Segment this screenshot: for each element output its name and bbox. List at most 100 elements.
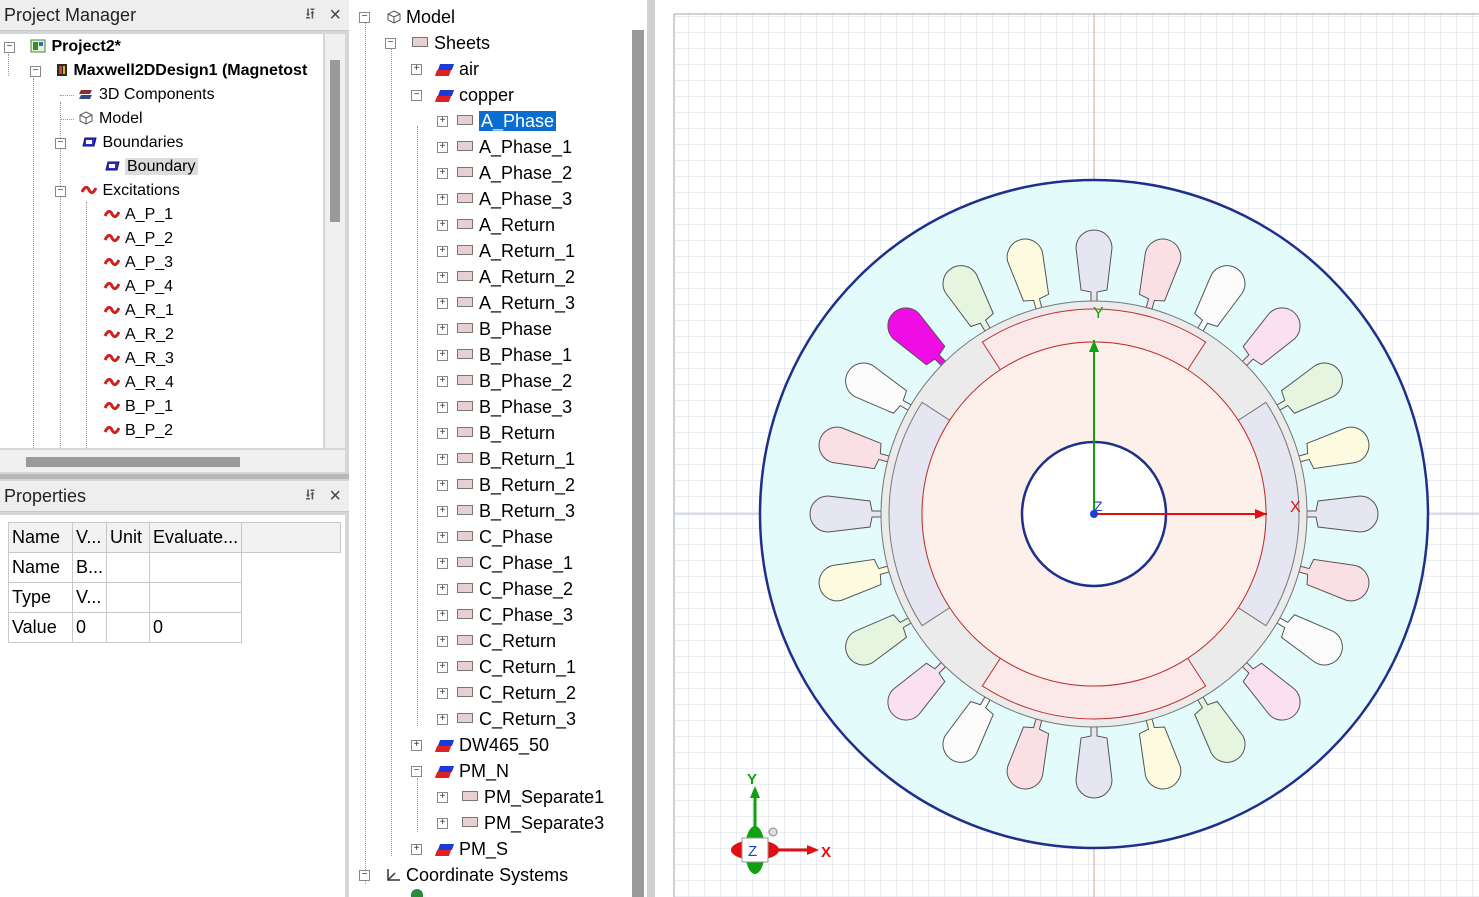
- table-cell[interactable]: [149, 552, 243, 583]
- project-tree-hscroll[interactable]: [0, 450, 345, 472]
- table-row[interactable]: Type V...: [8, 582, 341, 613]
- tree-pm-s[interactable]: + PM_S: [411, 837, 508, 861]
- tree-sheet-item[interactable]: + B_Phase_2: [437, 369, 572, 393]
- collapse-icon[interactable]: −: [55, 186, 66, 197]
- expand-icon[interactable]: +: [437, 454, 448, 465]
- tree-sheet-item[interactable]: + C_Phase_2: [437, 577, 573, 601]
- collapse-icon[interactable]: −: [4, 42, 15, 53]
- expand-icon[interactable]: +: [437, 350, 448, 361]
- stator-slot[interactable]: [1185, 689, 1252, 768]
- expand-icon[interactable]: +: [437, 480, 448, 491]
- close-icon[interactable]: ×: [329, 4, 341, 26]
- tree-sheet-item[interactable]: + A_Phase_2: [437, 161, 572, 185]
- tree-sheet-item[interactable]: + A_Phase_1: [437, 135, 572, 159]
- tree-sheet-item[interactable]: + B_Phase: [437, 317, 552, 341]
- tree-sheet-item[interactable]: + A_Return_1: [437, 239, 575, 263]
- stator-slot[interactable]: [809, 495, 882, 533]
- expand-icon[interactable]: +: [437, 142, 448, 153]
- expand-icon[interactable]: +: [437, 116, 448, 127]
- expand-icon[interactable]: +: [437, 558, 448, 569]
- stator-slot[interactable]: [1269, 605, 1348, 672]
- tree-sheet-item[interactable]: + C_Return_1: [437, 655, 576, 679]
- stator-slot[interactable]: [1295, 423, 1373, 476]
- modeler-canvas[interactable]: X Y Z Y X Z: [656, 0, 1479, 897]
- tree-sheet-item[interactable]: + C_Return: [437, 629, 556, 653]
- stator-slot[interactable]: [936, 259, 1003, 338]
- tree-copper[interactable]: − copper: [411, 83, 514, 107]
- stator-slot[interactable]: [815, 552, 893, 605]
- expand-icon[interactable]: +: [411, 64, 422, 75]
- tree-sheet-item[interactable]: + A_Return: [437, 213, 555, 237]
- tree-sheet-item[interactable]: + B_Phase_1: [437, 343, 572, 367]
- scroll-thumb[interactable]: [330, 60, 340, 222]
- tree-sheet-item[interactable]: + C_Phase_3: [437, 603, 573, 627]
- stator-slot[interactable]: [1003, 235, 1056, 313]
- tree-sheet-item[interactable]: + B_Return: [437, 421, 555, 445]
- stator-slot[interactable]: [1075, 726, 1113, 799]
- stator-slot[interactable]: [815, 423, 893, 476]
- tree-excitation-item[interactable]: B_P_2: [103, 420, 173, 442]
- tree-excitation-item[interactable]: A_P_4: [103, 276, 173, 298]
- tree-air[interactable]: + air: [411, 57, 479, 81]
- table-cell[interactable]: 0: [149, 612, 243, 643]
- table-cell[interactable]: 0: [71, 612, 108, 643]
- collapse-icon[interactable]: −: [55, 138, 66, 149]
- view-separator[interactable]: [647, 0, 655, 897]
- stator-slot[interactable]: [1185, 259, 1252, 338]
- stator-slot[interactable]: [1003, 715, 1056, 793]
- project-tree-vscroll[interactable]: [325, 34, 345, 448]
- column-header[interactable]: V...: [71, 522, 108, 553]
- expand-icon[interactable]: +: [437, 610, 448, 621]
- table-cell[interactable]: B...: [71, 552, 108, 583]
- tree-sheet-item[interactable]: + C_Return_2: [437, 681, 576, 705]
- tree-design[interactable]: − Maxwell2DDesign1 (Magnetost: [30, 60, 307, 82]
- stator-slot[interactable]: [839, 356, 918, 423]
- expand-icon[interactable]: +: [437, 688, 448, 699]
- expand-icon[interactable]: +: [437, 324, 448, 335]
- stator-slot[interactable]: [1132, 715, 1185, 793]
- tree-pm-separate3[interactable]: + PM_Separate3: [437, 811, 604, 835]
- stator-slot[interactable]: [1269, 356, 1348, 423]
- tree-boundary[interactable]: Boundary: [104, 156, 198, 178]
- stator-slot[interactable]: [880, 652, 956, 728]
- stator-slot[interactable]: [1232, 300, 1308, 376]
- stator-slot[interactable]: [1132, 235, 1185, 313]
- tree-sheets[interactable]: − Sheets: [385, 31, 490, 55]
- expand-icon[interactable]: +: [437, 246, 448, 257]
- tree-sheet-item[interactable]: + B_Return_3: [437, 499, 575, 523]
- tree-model-root[interactable]: − Model: [359, 5, 455, 29]
- tree-excitation-item[interactable]: A_P_3: [103, 252, 173, 274]
- column-header[interactable]: Unit: [106, 522, 151, 553]
- tree-3d-components[interactable]: 3D Components: [78, 84, 215, 106]
- tree-pm-separate1[interactable]: + PM_Separate1: [437, 785, 604, 809]
- expand-icon[interactable]: +: [411, 844, 422, 855]
- collapse-icon[interactable]: −: [411, 766, 422, 777]
- tree-sheet-item[interactable]: + C_Phase: [437, 525, 553, 549]
- collapse-icon[interactable]: −: [359, 870, 370, 881]
- tree-project[interactable]: − Project2*: [4, 36, 121, 58]
- model-tree-vscroll[interactable]: [632, 30, 644, 897]
- tree-excitation-item[interactable]: A_R_1: [103, 300, 174, 322]
- modeler-viewport[interactable]: X Y Z Y X Z: [656, 0, 1479, 897]
- table-cell[interactable]: [149, 582, 243, 613]
- tree-sheet-item[interactable]: + A_Return_3: [437, 291, 575, 315]
- expand-icon[interactable]: +: [437, 506, 448, 517]
- expand-icon[interactable]: +: [437, 272, 448, 283]
- expand-icon[interactable]: +: [437, 402, 448, 413]
- tree-sheet-item[interactable]: + A_Phase: [437, 109, 558, 133]
- expand-icon[interactable]: +: [437, 298, 448, 309]
- tree-sheet-item[interactable]: + B_Return_1: [437, 447, 575, 471]
- expand-icon[interactable]: +: [437, 428, 448, 439]
- stator-slot[interactable]: [880, 300, 956, 376]
- tree-pm-n[interactable]: − PM_N: [411, 759, 509, 783]
- expand-icon[interactable]: +: [437, 220, 448, 231]
- pane-separator[interactable]: [0, 474, 349, 479]
- tree-sheet-item[interactable]: + C_Phase_1: [437, 551, 573, 575]
- tree-sheet-item[interactable]: + B_Phase_3: [437, 395, 572, 419]
- tree-excitation-item[interactable]: A_R_2: [103, 324, 174, 346]
- collapse-icon[interactable]: −: [411, 90, 422, 101]
- expand-icon[interactable]: +: [411, 740, 422, 751]
- tree-sheet-item[interactable]: + B_Return_2: [437, 473, 575, 497]
- expand-icon[interactable]: +: [437, 662, 448, 673]
- tree-excitation-item[interactable]: B_P_1: [103, 396, 173, 418]
